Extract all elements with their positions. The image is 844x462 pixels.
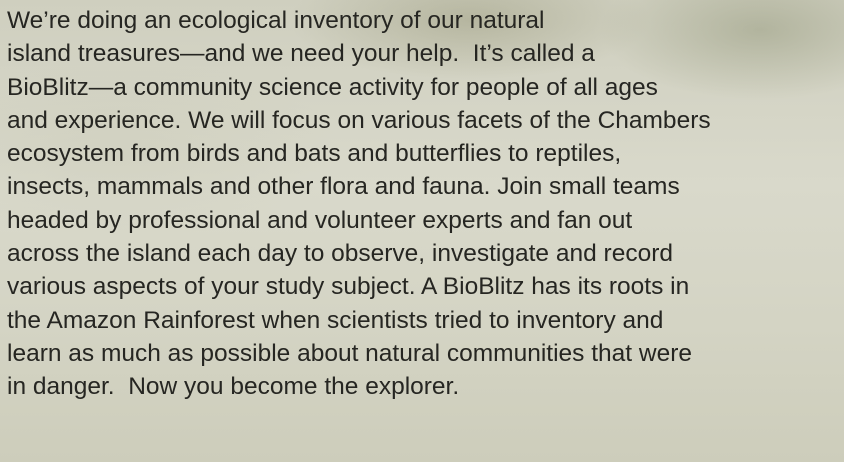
text-line: and experience. We will focus on various… (7, 104, 844, 137)
text-line: insects, mammals and other flora and fau… (7, 170, 844, 203)
text-line: across the island each day to observe, i… (7, 237, 844, 270)
text-line: in danger. Now you become the explorer. (7, 370, 844, 403)
text-line: island treasures—and we need your help. … (7, 37, 844, 70)
text-line: BioBlitz—a community science activity fo… (7, 71, 844, 104)
text-line: headed by professional and volunteer exp… (7, 204, 844, 237)
text-line: ecosystem from birds and bats and butter… (7, 137, 844, 170)
text-line: We’re doing an ecological inventory of o… (7, 4, 844, 37)
text-line: the Amazon Rainforest when scientists tr… (7, 304, 844, 337)
paragraph: We’re doing an ecological inventory of o… (7, 4, 844, 404)
text-line: various aspects of your study subject. A… (7, 270, 844, 303)
text-line: learn as much as possible about natural … (7, 337, 844, 370)
page: We’re doing an ecological inventory of o… (0, 0, 844, 462)
